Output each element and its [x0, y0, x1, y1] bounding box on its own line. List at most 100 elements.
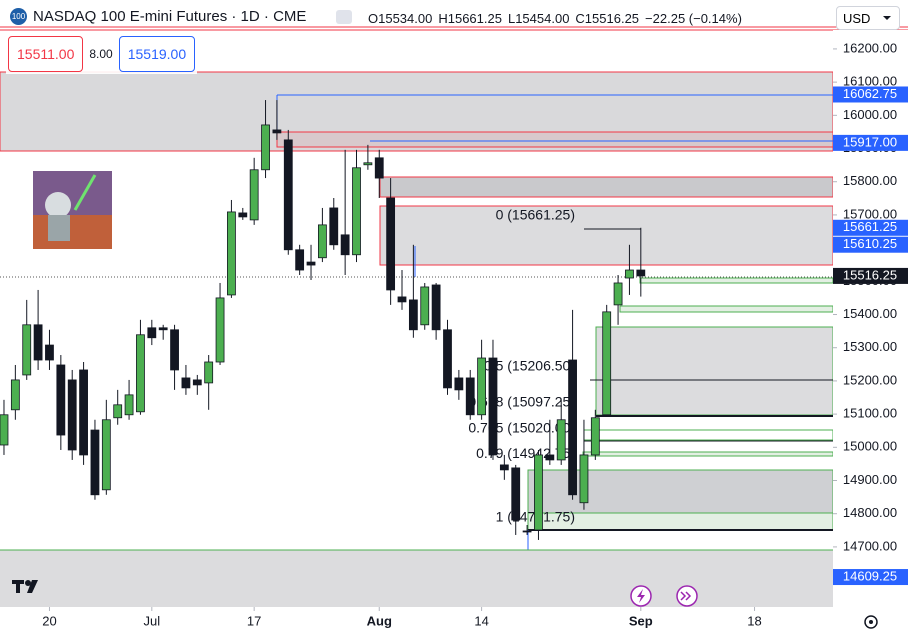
buy-button[interactable]: 15519.00 — [118, 36, 196, 72]
candle-body — [374, 157, 384, 179]
x-tick-label: 20 — [42, 613, 56, 628]
zone — [0, 550, 833, 607]
price-label-bg — [833, 236, 908, 253]
x-axis: 20 Jul 17 Aug 14 Sep 18 — [42, 607, 762, 628]
ohlc-high: H15661.25 — [438, 11, 502, 26]
x-tick-label: Aug — [367, 613, 392, 628]
candle-body — [170, 329, 179, 371]
price-label: 15516.25 — [843, 267, 897, 282]
avatar — [33, 171, 112, 249]
candle-body — [181, 377, 191, 389]
candle-body — [227, 211, 236, 296]
sell-button[interactable]: 15511.00 — [8, 36, 84, 72]
candle-body — [625, 269, 634, 279]
fib-label: 0 (15661.25) — [496, 206, 575, 222]
candles — [0, 100, 646, 540]
visibility-toggle[interactable] — [336, 10, 352, 24]
zone — [276, 131, 834, 148]
candle-body — [499, 464, 509, 471]
candle-body — [272, 129, 282, 134]
spread: 8.00 — [89, 47, 113, 61]
price-label-bg — [833, 86, 908, 103]
candle-body — [636, 269, 646, 277]
zone — [595, 326, 834, 416]
candle-body — [56, 364, 66, 436]
candle-body — [352, 167, 361, 256]
candle-body — [363, 162, 373, 166]
candle-body — [613, 282, 623, 306]
candle-body — [295, 249, 305, 271]
y-tick-label: 16000.00 — [843, 107, 897, 122]
candle-body — [477, 357, 487, 416]
tv-logo — [12, 580, 38, 593]
symbol-icon: 100 — [10, 8, 27, 25]
y-tick-label: 16200.00 — [843, 40, 897, 55]
candle-body — [465, 377, 475, 416]
y-tick-label: 14800.00 — [843, 505, 897, 520]
candle-body — [215, 297, 225, 363]
candle-body — [556, 419, 566, 461]
price-axis — [833, 30, 908, 607]
candle-body — [204, 361, 214, 384]
ohlc-close: C15516.25 — [575, 11, 640, 26]
candle-body — [124, 394, 134, 416]
candle-body — [113, 404, 123, 419]
candle-body — [283, 139, 293, 251]
y-tick-label: 15100.00 — [843, 406, 897, 421]
ohlc-low: L15454.00 — [507, 11, 570, 26]
price-label-bg — [833, 219, 908, 236]
symbol-title[interactable]: NASDAQ 100 E-mini Futures · 1D · CME — [33, 8, 307, 25]
candle-body — [101, 419, 111, 491]
candle-body — [511, 467, 521, 521]
price-label-bg — [833, 267, 908, 284]
candle-body — [408, 299, 418, 331]
candle-body — [568, 359, 577, 496]
forward-button[interactable] — [676, 585, 698, 607]
candle-body — [522, 530, 532, 533]
zone — [583, 429, 834, 441]
candle-body — [329, 207, 339, 246]
candle-body — [22, 324, 32, 376]
candle-body — [90, 429, 100, 496]
x-tick-label: 18 — [747, 613, 761, 628]
candle-body — [545, 454, 555, 461]
candle-body — [79, 369, 88, 456]
y-tick-label: 15800.00 — [843, 173, 897, 188]
candle-body — [261, 124, 270, 171]
price-label: 16062.75 — [843, 86, 897, 101]
zone — [379, 205, 834, 266]
candle-body — [45, 344, 54, 361]
x-tick-label: Sep — [629, 613, 653, 628]
candle-body — [33, 324, 43, 361]
candle-body — [579, 454, 589, 504]
candle-body — [67, 379, 77, 451]
candle-body — [306, 261, 316, 266]
ohlc-change: −22.25 (−0.14%) — [645, 11, 742, 26]
x-tick-label: Jul — [144, 613, 161, 628]
candle-body — [10, 379, 20, 411]
x-tick-label: 17 — [247, 613, 261, 628]
y-tick-label: 14700.00 — [843, 538, 897, 553]
lightning-button[interactable] — [630, 585, 652, 607]
settings-button[interactable] — [864, 615, 878, 629]
candle-body — [0, 414, 9, 446]
zone — [639, 277, 834, 284]
candle-body — [249, 169, 259, 221]
y-tick-label: 15700.00 — [843, 206, 897, 221]
ohlc: O15534.00 H15661.25 L15454.00 C15516.25 … — [368, 11, 742, 26]
y-tick-label: 16100.00 — [843, 74, 897, 89]
order-panel: 15511.00 8.00 15519.00 — [6, 34, 198, 74]
candle-body — [454, 377, 464, 391]
candle-body — [340, 234, 350, 256]
price-label: 15917.00 — [843, 134, 897, 149]
price-labels: 16062.75 15917.00 15661.25 15610.25 15516.25… — [833, 86, 908, 586]
candle-body — [192, 379, 202, 386]
symbol-header: 100 NASDAQ 100 E-mini Futures · 1D · CME — [10, 8, 306, 25]
currency-select[interactable]: USD — [836, 6, 900, 30]
fib-label: 0.5 (15206.50) — [484, 357, 575, 373]
candle-body — [431, 284, 441, 331]
candle-body — [488, 357, 498, 456]
candle-body — [534, 454, 543, 531]
y-tick-label: 14900.00 — [843, 472, 897, 487]
